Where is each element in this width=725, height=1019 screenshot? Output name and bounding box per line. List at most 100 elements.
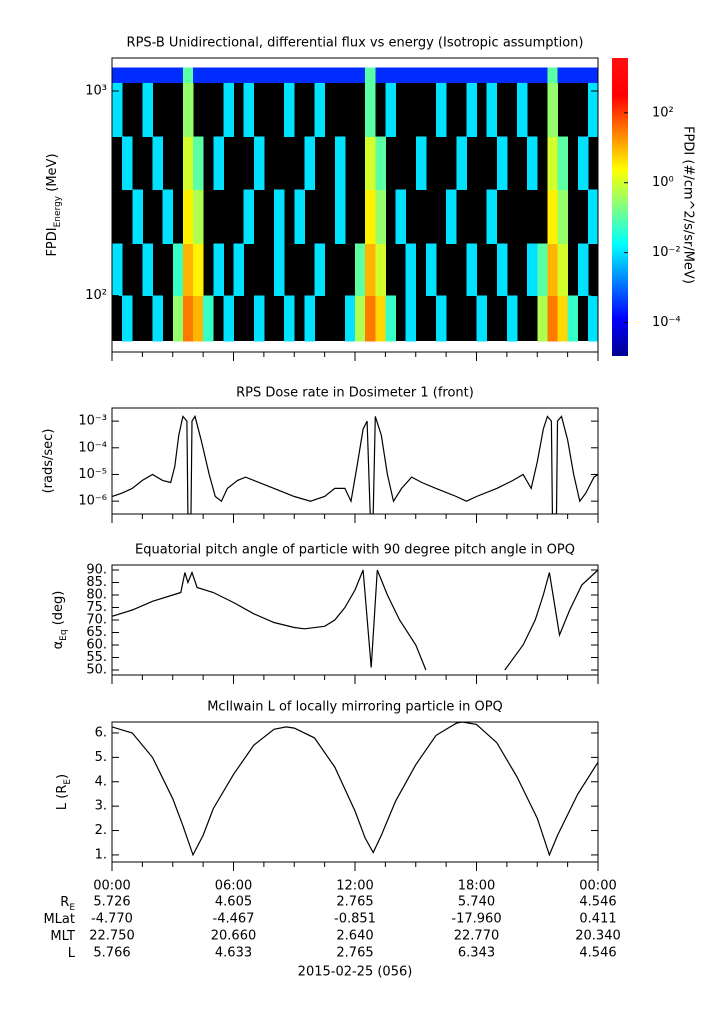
- y-tick-label: 6.: [95, 725, 107, 740]
- spectrogram-cell: [405, 295, 417, 342]
- spectrogram-cell: [486, 67, 498, 83]
- spectrogram-cell: [253, 295, 265, 342]
- x-tick-label: 18:00: [458, 879, 495, 894]
- spectrogram-cell: [294, 189, 305, 244]
- spectrogram-cell: [567, 67, 579, 83]
- ephemeris-value: 5.740: [458, 895, 495, 910]
- spectrogram-cell: [557, 295, 569, 342]
- ephemeris-label-main: MLT: [50, 929, 75, 944]
- colorbar: [612, 58, 628, 356]
- ephemeris-row-label: MLT: [50, 929, 75, 944]
- x-tick-label: 00:00: [579, 879, 616, 894]
- colorbar-tick-label: 10²: [652, 105, 674, 120]
- spectrogram-cell: [506, 295, 518, 342]
- plot-area: [112, 569, 598, 671]
- panel-title: Equatorial pitch angle of particle with …: [135, 543, 575, 558]
- ephemeris-value: 2.765: [336, 895, 373, 910]
- spectrogram-cell: [284, 82, 295, 137]
- spectrogram-cell: [182, 136, 194, 190]
- spectrogram-cell: [193, 136, 204, 190]
- spectrogram-cell: [557, 136, 569, 190]
- spectrogram-cell: [223, 295, 234, 342]
- ephemeris-value: 5.726: [93, 895, 130, 910]
- x-tick-label: 12:00: [336, 879, 373, 894]
- y-axis-label-sub: Eq: [59, 629, 69, 640]
- spectrogram-cell: [274, 243, 285, 296]
- spectrogram-cell: [243, 189, 255, 244]
- y-tick-label: 60.: [86, 638, 107, 653]
- spectrogram-cell: [547, 82, 558, 137]
- spectrogram-cell: [547, 243, 558, 296]
- spectrogram-cell: [567, 295, 579, 342]
- panel-title: McIlwain L of locally mirroring particle…: [207, 700, 503, 715]
- y-tick-label: 10²: [85, 288, 107, 303]
- y-tick-label: 90.: [86, 563, 107, 578]
- plot-area: [112, 414, 598, 514]
- spectrogram-cell: [203, 67, 214, 83]
- spectrogram-cell: [547, 189, 558, 244]
- spectrogram-cell: [405, 67, 417, 83]
- spectrogram-cell: [587, 295, 598, 342]
- spectrogram-cell: [446, 189, 457, 244]
- spectrogram-cell: [375, 136, 386, 190]
- y-tick-label: 10⁻⁴: [78, 440, 107, 455]
- spectrogram-cell: [476, 67, 488, 83]
- ephemeris-value: 4.546: [579, 895, 616, 910]
- spectrogram-cell: [253, 136, 265, 190]
- ephemeris-label-main: MLat: [43, 912, 75, 927]
- spectrogram-cell: [233, 243, 245, 296]
- spectrogram-cell: [253, 67, 265, 83]
- colorbar-tick-label: 10⁻⁴: [652, 315, 681, 330]
- spectrogram-cell: [587, 189, 598, 244]
- y-axis-label-main: α: [51, 641, 66, 650]
- ephemeris-value: -17.960: [451, 912, 501, 927]
- x-tick-label: 00:00: [93, 879, 130, 894]
- panel-title: RPS Dose rate in Dosimeter 1 (front): [236, 386, 474, 401]
- y-tick-label: 5.: [95, 750, 107, 765]
- spectrogram-cell: [365, 67, 376, 83]
- spectrogram-cell: [334, 136, 346, 190]
- spectrogram-cell: [263, 67, 275, 83]
- spectrogram-cell: [152, 67, 164, 83]
- y-tick-label: 2.: [95, 823, 107, 838]
- spectrogram-cell: [365, 136, 376, 190]
- ephemeris-label-sub: E: [69, 903, 75, 913]
- spectrogram-cell: [162, 67, 174, 83]
- spectrogram-cell: [233, 67, 245, 83]
- y-axis-label-end: (MeV): [45, 153, 60, 195]
- spectrogram-cell: [425, 243, 437, 296]
- spectrogram-cell: [496, 243, 508, 296]
- spectrogram-cell: [314, 82, 326, 137]
- ephemeris-value: 4.546: [579, 946, 616, 961]
- spectrogram-cell: [142, 67, 153, 83]
- ephemeris-value: 0.411: [579, 912, 616, 927]
- y-tick-label: 85.: [86, 575, 107, 590]
- spectrogram-cell: [547, 136, 558, 190]
- y-tick-label: 10⁻³: [78, 414, 107, 429]
- spectrogram-cell: [213, 67, 224, 83]
- data-line: [112, 722, 598, 857]
- panel-title: RPS-B Unidirectional, differential flux …: [127, 36, 584, 51]
- spectrogram-cell: [587, 82, 598, 137]
- y-axis-label-main: L (R: [55, 785, 70, 810]
- spectrogram-cell: [355, 67, 366, 83]
- spectrogram-cell: [466, 67, 477, 83]
- y-axis-label: FPDIEnergy (MeV): [45, 153, 63, 256]
- spectrogram-cell: [395, 67, 407, 83]
- spectrogram-cell: [547, 295, 558, 342]
- spectrogram-cell: [577, 136, 589, 190]
- ephemeris-row-label: L: [68, 946, 76, 961]
- y-tick-label: 10³: [85, 84, 107, 99]
- spectrogram-cell: [355, 243, 366, 296]
- spectrogram-cell: [547, 67, 558, 83]
- spectrogram-cell: [557, 189, 569, 244]
- spectrogram-cell: [142, 82, 153, 137]
- spectrogram-cell: [243, 67, 255, 83]
- spectrogram-cell: [557, 243, 569, 296]
- spectrogram-cell: [112, 67, 123, 83]
- spectrogram-cell: [365, 295, 376, 342]
- y-tick-label: 75.: [86, 600, 107, 615]
- y-axis-label: αEq (deg): [51, 591, 69, 650]
